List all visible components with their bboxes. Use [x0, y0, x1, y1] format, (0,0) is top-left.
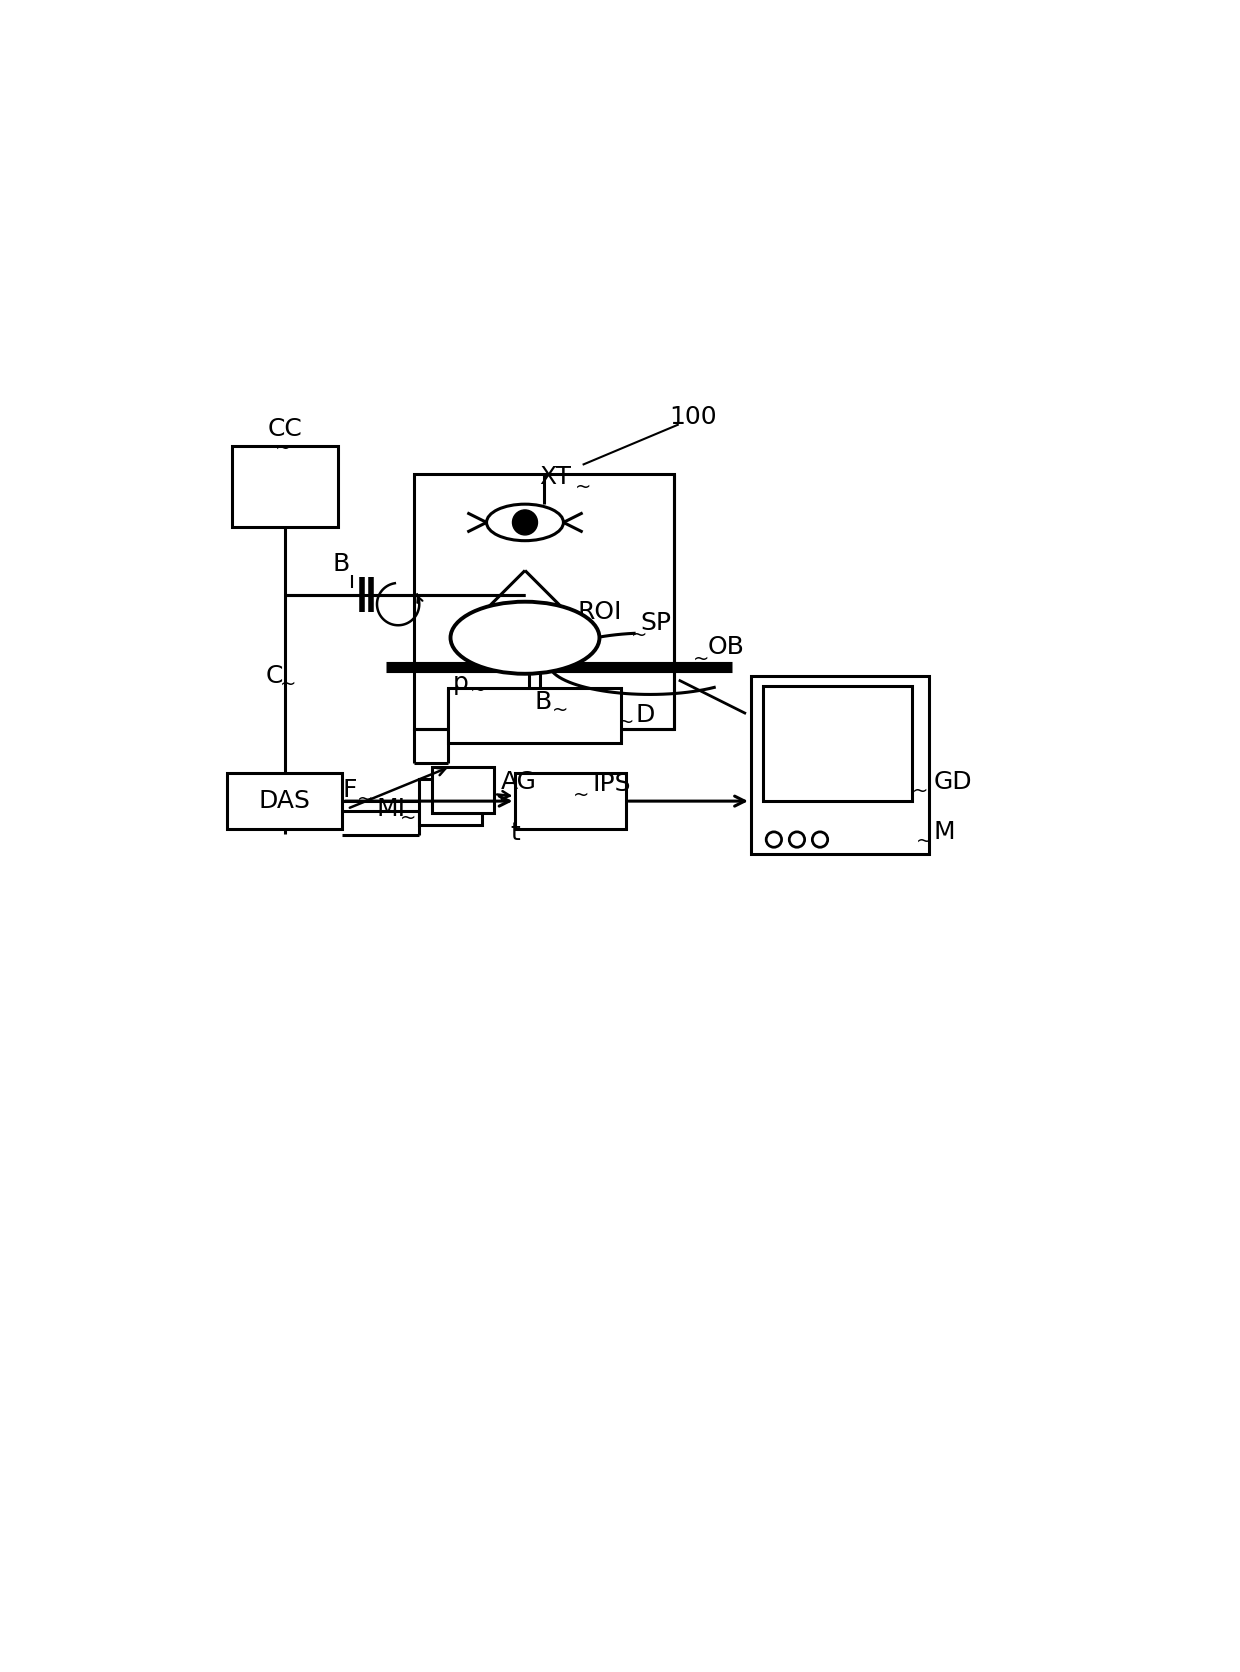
Text: ~: ~ — [619, 712, 635, 732]
Text: ~: ~ — [552, 701, 568, 719]
Bar — [227, 772, 342, 829]
Text: CC: CC — [268, 418, 303, 441]
Text: t: t — [511, 821, 521, 844]
Text: ~: ~ — [275, 440, 291, 458]
Text: ~: ~ — [357, 789, 373, 809]
Text: XT: XT — [539, 465, 572, 490]
Text: SP: SP — [640, 612, 671, 635]
Text: ~: ~ — [913, 782, 929, 801]
Bar — [232, 445, 337, 527]
Bar — [432, 766, 495, 813]
Text: ROI: ROI — [578, 600, 622, 624]
Bar — [764, 686, 913, 801]
Text: B: B — [332, 552, 350, 575]
Text: F: F — [342, 777, 357, 801]
Text: OB: OB — [708, 635, 744, 659]
Text: 100: 100 — [670, 405, 717, 428]
Text: D: D — [635, 702, 655, 727]
Bar — [414, 475, 675, 729]
Bar — [751, 675, 929, 854]
Text: ~: ~ — [575, 478, 591, 497]
Text: DAS: DAS — [259, 789, 311, 813]
Bar — [516, 772, 626, 829]
Text: ~: ~ — [916, 833, 932, 851]
Text: GD: GD — [934, 769, 972, 794]
Text: M: M — [934, 819, 955, 844]
Bar — [448, 687, 621, 744]
Bar — [419, 779, 481, 826]
Text: ~: ~ — [568, 614, 584, 632]
Text: IPS: IPS — [593, 772, 631, 796]
Text: MI: MI — [376, 798, 405, 821]
Text: ~: ~ — [631, 625, 647, 644]
Ellipse shape — [486, 505, 563, 540]
Text: ~: ~ — [470, 681, 486, 701]
Text: B: B — [534, 691, 552, 714]
Text: AG: AG — [501, 769, 537, 794]
Bar — [491, 612, 554, 655]
Ellipse shape — [450, 602, 599, 674]
Text: ~: ~ — [280, 674, 296, 694]
Circle shape — [512, 510, 537, 535]
Text: C: C — [265, 664, 283, 689]
Text: p: p — [453, 670, 469, 696]
Text: ~: ~ — [401, 809, 417, 828]
Text: ~: ~ — [693, 649, 709, 669]
Text: ~: ~ — [573, 786, 589, 804]
